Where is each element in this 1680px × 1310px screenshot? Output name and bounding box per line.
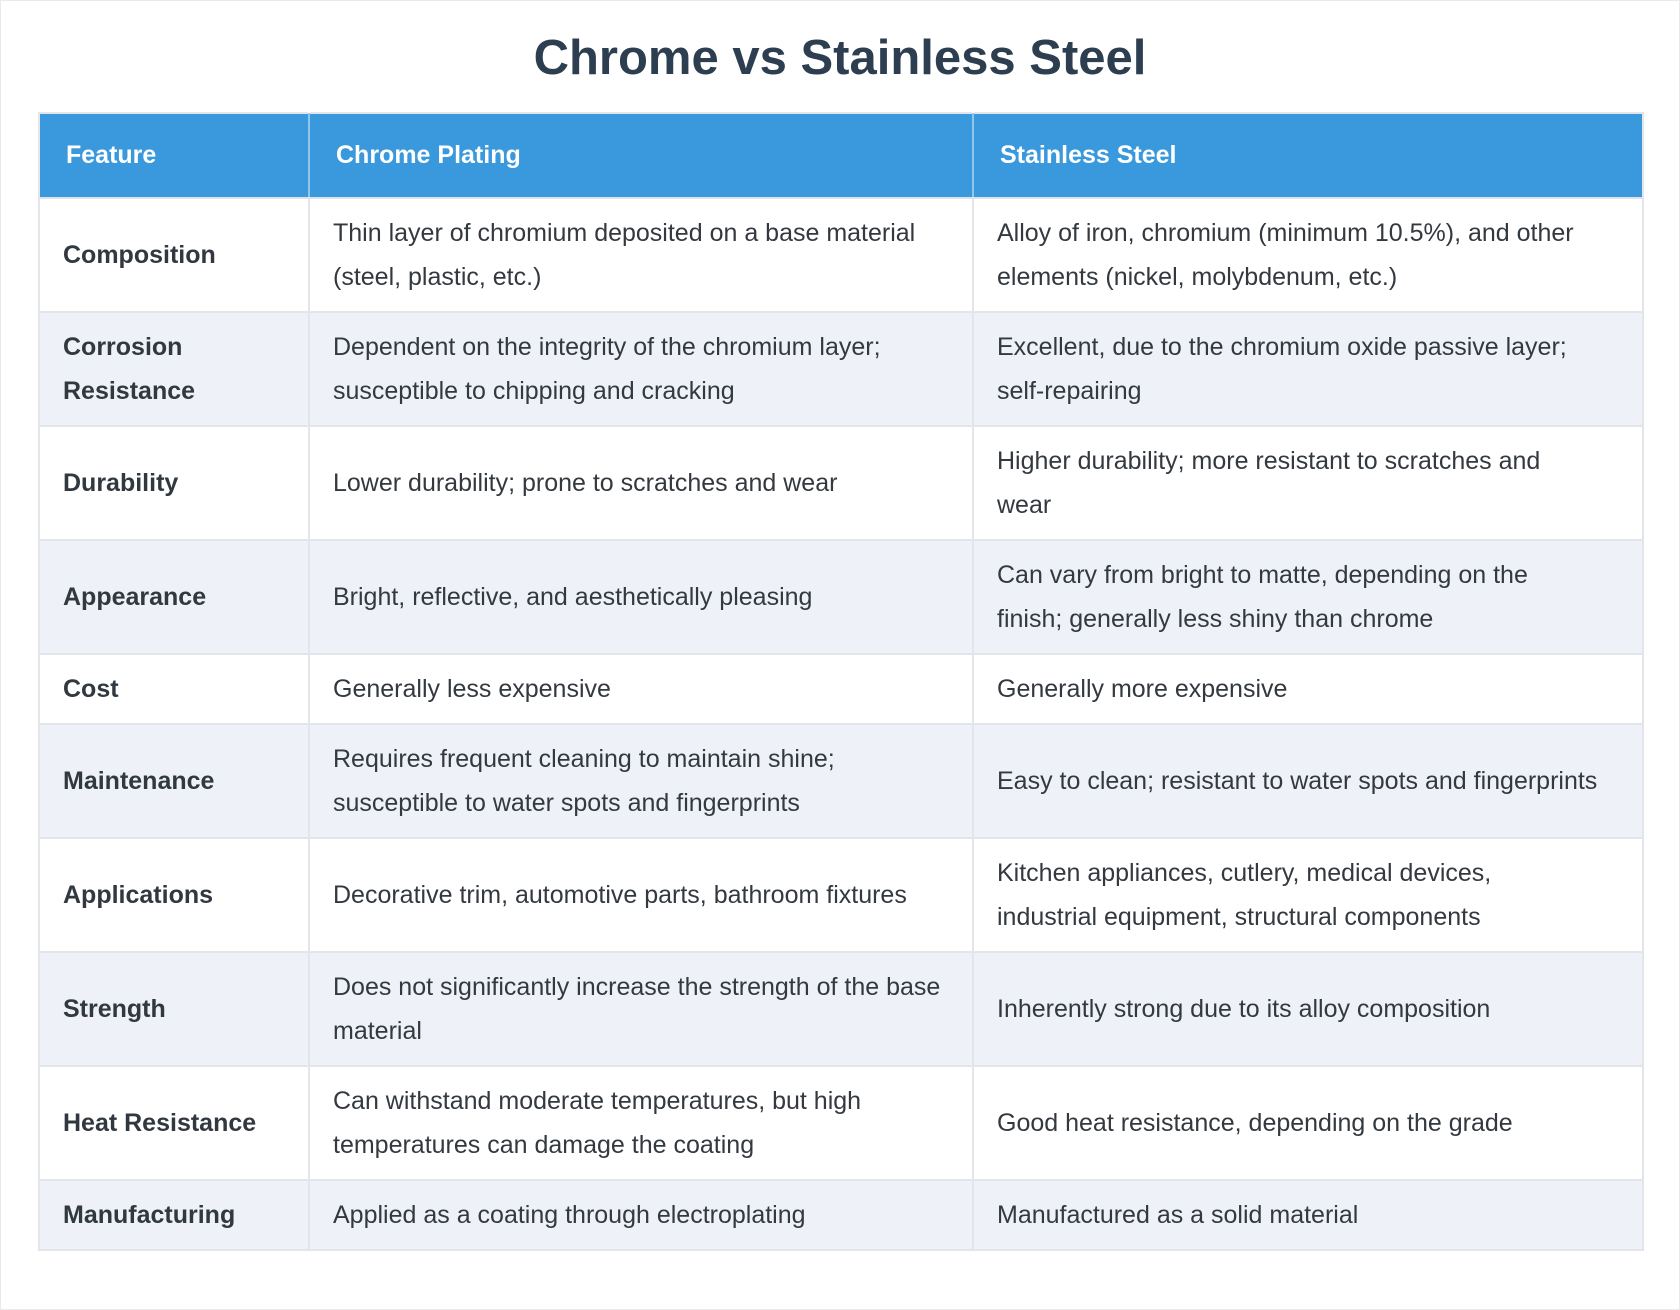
stainless-steel-cell: Generally more expensive bbox=[972, 653, 1644, 725]
column-header-chrome-plating: Chrome Plating bbox=[308, 113, 973, 199]
feature-cell: Maintenance bbox=[38, 723, 310, 839]
feature-cell: Cost bbox=[38, 653, 310, 725]
chrome-plating-cell: Applied as a coating through electroplat… bbox=[308, 1179, 974, 1251]
feature-cell: Manufacturing bbox=[38, 1179, 310, 1251]
table-row: Strength Does not significantly increase … bbox=[38, 951, 1644, 1067]
table-row: Heat Resistance Can withstand moderate te… bbox=[38, 1065, 1644, 1181]
table-row: Manufacturing Applied as a coating throug… bbox=[38, 1179, 1644, 1251]
chrome-plating-cell: Requires frequent cleaning to maintain s… bbox=[308, 723, 974, 839]
feature-cell: Durability bbox=[38, 425, 310, 541]
stainless-steel-cell: Good heat resistance, depending on the g… bbox=[972, 1065, 1644, 1181]
table-row: Applications Decorative trim, automotive … bbox=[38, 837, 1644, 953]
chrome-plating-cell: Lower durability; prone to scratches and… bbox=[308, 425, 974, 541]
stainless-steel-cell: Alloy of iron, chromium (minimum 10.5%),… bbox=[972, 197, 1644, 313]
comparison-table: Feature Chrome Plating Stainless Steel C… bbox=[38, 112, 1644, 1251]
stainless-steel-cell: Easy to clean; resistant to water spots … bbox=[972, 723, 1644, 839]
feature-cell: Applications bbox=[38, 837, 310, 953]
chrome-plating-cell: Thin layer of chromium deposited on a ba… bbox=[308, 197, 974, 313]
chrome-plating-cell: Can withstand moderate temperatures, but… bbox=[308, 1065, 974, 1181]
page-title: Chrome vs Stainless Steel bbox=[533, 31, 1147, 85]
feature-cell: Heat Resistance bbox=[38, 1065, 310, 1181]
chrome-plating-cell: Bright, reflective, and aesthetically pl… bbox=[308, 539, 974, 655]
feature-cell: Strength bbox=[38, 951, 310, 1067]
chrome-plating-cell: Dependent on the integrity of the chromi… bbox=[308, 311, 974, 427]
table-row: Cost Generally less expensive Generally mo… bbox=[38, 653, 1644, 725]
feature-cell: Appearance bbox=[38, 539, 310, 655]
stainless-steel-cell: Higher durability; more resistant to scr… bbox=[972, 425, 1644, 541]
column-header-feature: Feature bbox=[39, 113, 309, 199]
chrome-plating-cell: Generally less expensive bbox=[308, 653, 974, 725]
column-header-stainless-steel: Stainless Steel bbox=[972, 113, 1643, 199]
chrome-plating-cell: Does not significantly increase the stre… bbox=[308, 951, 974, 1067]
stainless-steel-cell: Can vary from bright to matte, depending… bbox=[972, 539, 1644, 655]
stainless-steel-cell: Kitchen appliances, cutlery, medical dev… bbox=[972, 837, 1644, 953]
stainless-steel-cell: Excellent, due to the chromium oxide pas… bbox=[972, 311, 1644, 427]
table-row: Composition Thin layer of chromium deposi… bbox=[38, 197, 1644, 313]
table-row: Maintenance Requires frequent cleaning to… bbox=[38, 723, 1644, 839]
table-row: Appearance Bright, reflective, and aesthe… bbox=[38, 539, 1644, 655]
header-row: Feature Chrome Plating Stainless Steel bbox=[39, 113, 1643, 199]
stainless-steel-cell: Inherently strong due to its alloy compo… bbox=[972, 951, 1644, 1067]
table-row: Corrosion Resistance Dependent on the int… bbox=[38, 311, 1644, 427]
stainless-steel-cell: Manufactured as a solid material bbox=[972, 1179, 1644, 1251]
table-row: Durability Lower durability; prone to scr… bbox=[38, 425, 1644, 541]
page: Chrome vs Stainless Steel Feature Chrome… bbox=[38, 0, 1644, 1251]
feature-cell: Corrosion Resistance bbox=[38, 311, 310, 427]
chrome-plating-cell: Decorative trim, automotive parts, bathr… bbox=[308, 837, 974, 953]
feature-cell: Composition bbox=[38, 197, 310, 313]
table-body: Composition Thin layer of chromium deposi… bbox=[38, 197, 1644, 1251]
